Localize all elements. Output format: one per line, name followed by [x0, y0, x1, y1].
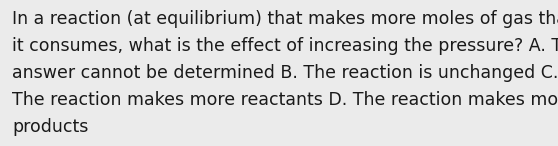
- Text: products: products: [12, 118, 89, 136]
- Text: In a reaction (at equilibrium) that makes more moles of gas than: In a reaction (at equilibrium) that make…: [12, 10, 558, 28]
- Text: it consumes, what is the effect of increasing the pressure? A. The: it consumes, what is the effect of incre…: [12, 37, 558, 55]
- Text: answer cannot be determined B. The reaction is unchanged C.: answer cannot be determined B. The react…: [12, 64, 558, 82]
- Text: The reaction makes more reactants D. The reaction makes more: The reaction makes more reactants D. The…: [12, 91, 558, 109]
